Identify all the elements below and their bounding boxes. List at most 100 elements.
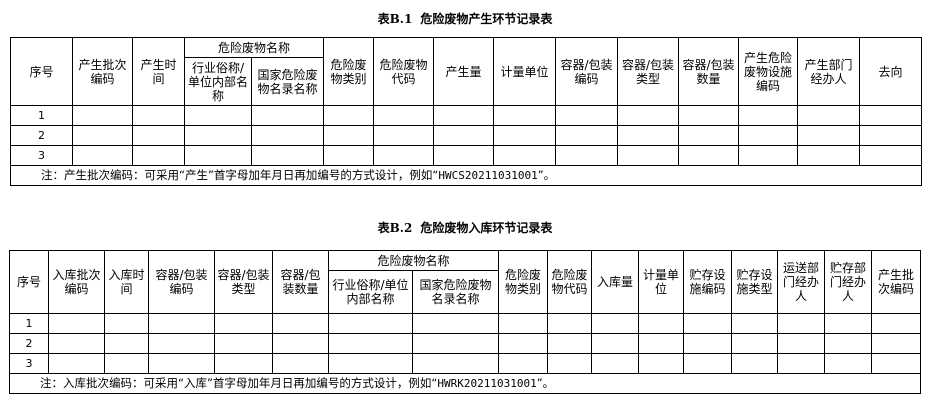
empty-cell[interactable] xyxy=(48,313,105,334)
empty-cell[interactable] xyxy=(493,125,557,146)
empty-cell[interactable] xyxy=(433,105,495,126)
empty-cell[interactable] xyxy=(683,313,733,334)
empty-cell[interactable] xyxy=(731,333,779,354)
empty-cell[interactable] xyxy=(498,313,549,334)
empty-cell[interactable] xyxy=(132,105,185,126)
empty-cell[interactable] xyxy=(323,105,375,126)
empty-cell[interactable] xyxy=(493,105,557,126)
empty-cell[interactable] xyxy=(132,145,185,166)
empty-cell[interactable] xyxy=(373,105,435,126)
empty-cell[interactable] xyxy=(678,125,740,146)
empty-cell[interactable] xyxy=(738,145,799,166)
empty-cell[interactable] xyxy=(638,313,685,334)
empty-cell[interactable] xyxy=(638,353,685,374)
empty-cell[interactable] xyxy=(250,125,325,146)
empty-cell[interactable] xyxy=(48,333,105,354)
header-cell: 序号 xyxy=(9,250,49,314)
empty-cell[interactable] xyxy=(411,313,500,334)
empty-cell[interactable] xyxy=(373,125,435,146)
empty-cell[interactable] xyxy=(617,145,680,166)
empty-cell[interactable] xyxy=(498,333,549,354)
empty-cell[interactable] xyxy=(859,145,923,166)
empty-cell[interactable] xyxy=(638,333,685,354)
table1-title-text: 危险废物产生环节记录表 xyxy=(420,12,553,26)
empty-cell[interactable] xyxy=(738,105,799,126)
empty-cell[interactable] xyxy=(250,105,325,126)
empty-cell[interactable] xyxy=(148,353,215,374)
empty-cell[interactable] xyxy=(373,145,435,166)
empty-cell[interactable] xyxy=(591,333,640,354)
empty-cell[interactable] xyxy=(272,333,329,354)
empty-cell[interactable] xyxy=(591,353,640,374)
empty-cell[interactable] xyxy=(777,313,826,334)
empty-cell[interactable] xyxy=(148,333,215,354)
empty-cell[interactable] xyxy=(148,313,215,334)
empty-cell[interactable] xyxy=(797,125,861,146)
empty-cell[interactable] xyxy=(433,125,495,146)
empty-cell[interactable] xyxy=(214,333,273,354)
empty-cell[interactable] xyxy=(323,145,375,166)
empty-cell[interactable] xyxy=(547,353,593,374)
empty-cell[interactable] xyxy=(411,333,500,354)
empty-cell[interactable] xyxy=(184,145,252,166)
empty-cell[interactable] xyxy=(493,145,557,166)
empty-cell[interactable] xyxy=(797,105,861,126)
empty-cell[interactable] xyxy=(591,313,640,334)
note-suffix: ”。 xyxy=(536,376,555,390)
empty-cell[interactable] xyxy=(617,105,680,126)
empty-cell[interactable] xyxy=(498,353,549,374)
empty-cell[interactable] xyxy=(547,313,593,334)
empty-cell[interactable] xyxy=(104,313,149,334)
empty-cell[interactable] xyxy=(683,333,733,354)
empty-cell[interactable] xyxy=(777,333,826,354)
empty-cell[interactable] xyxy=(48,353,105,374)
empty-cell[interactable] xyxy=(859,125,923,146)
empty-cell[interactable] xyxy=(871,333,922,354)
empty-cell[interactable] xyxy=(547,333,593,354)
empty-cell[interactable] xyxy=(859,105,923,126)
empty-cell[interactable] xyxy=(214,313,273,334)
empty-cell[interactable] xyxy=(871,353,922,374)
table2-title-text: 危险废物入库环节记录表 xyxy=(420,221,553,235)
empty-cell[interactable] xyxy=(132,125,185,146)
empty-cell[interactable] xyxy=(323,125,375,146)
empty-cell[interactable] xyxy=(433,145,495,166)
empty-cell[interactable] xyxy=(328,353,413,374)
empty-cell[interactable] xyxy=(250,145,325,166)
empty-cell[interactable] xyxy=(678,145,740,166)
empty-cell[interactable] xyxy=(72,125,133,146)
empty-cell[interactable] xyxy=(328,313,413,334)
empty-cell[interactable] xyxy=(555,145,619,166)
empty-cell[interactable] xyxy=(797,145,861,166)
empty-cell[interactable] xyxy=(683,353,733,374)
empty-cell[interactable] xyxy=(272,353,329,374)
empty-cell[interactable] xyxy=(678,105,740,126)
empty-cell[interactable] xyxy=(184,125,252,146)
empty-cell[interactable] xyxy=(328,333,413,354)
empty-cell[interactable] xyxy=(272,313,329,334)
empty-cell[interactable] xyxy=(731,353,779,374)
row-number: 3 xyxy=(10,145,73,166)
empty-cell[interactable] xyxy=(214,353,273,374)
row-number: 3 xyxy=(9,353,49,374)
empty-cell[interactable] xyxy=(824,333,873,354)
header-cell: 贮存设施类型 xyxy=(731,250,779,314)
empty-cell[interactable] xyxy=(184,105,252,126)
empty-cell[interactable] xyxy=(731,313,779,334)
empty-cell[interactable] xyxy=(777,353,826,374)
header-cell: 产生量 xyxy=(433,37,495,106)
empty-cell[interactable] xyxy=(824,313,873,334)
empty-cell[interactable] xyxy=(738,125,799,146)
empty-cell[interactable] xyxy=(104,333,149,354)
empty-cell[interactable] xyxy=(555,125,619,146)
header-cell: 危险废物类别 xyxy=(498,250,549,314)
empty-cell[interactable] xyxy=(824,353,873,374)
row-number: 1 xyxy=(9,313,49,334)
empty-cell[interactable] xyxy=(871,313,922,334)
empty-cell[interactable] xyxy=(555,105,619,126)
empty-cell[interactable] xyxy=(617,125,680,146)
empty-cell[interactable] xyxy=(72,105,133,126)
empty-cell[interactable] xyxy=(104,353,149,374)
empty-cell[interactable] xyxy=(72,145,133,166)
empty-cell[interactable] xyxy=(411,353,500,374)
